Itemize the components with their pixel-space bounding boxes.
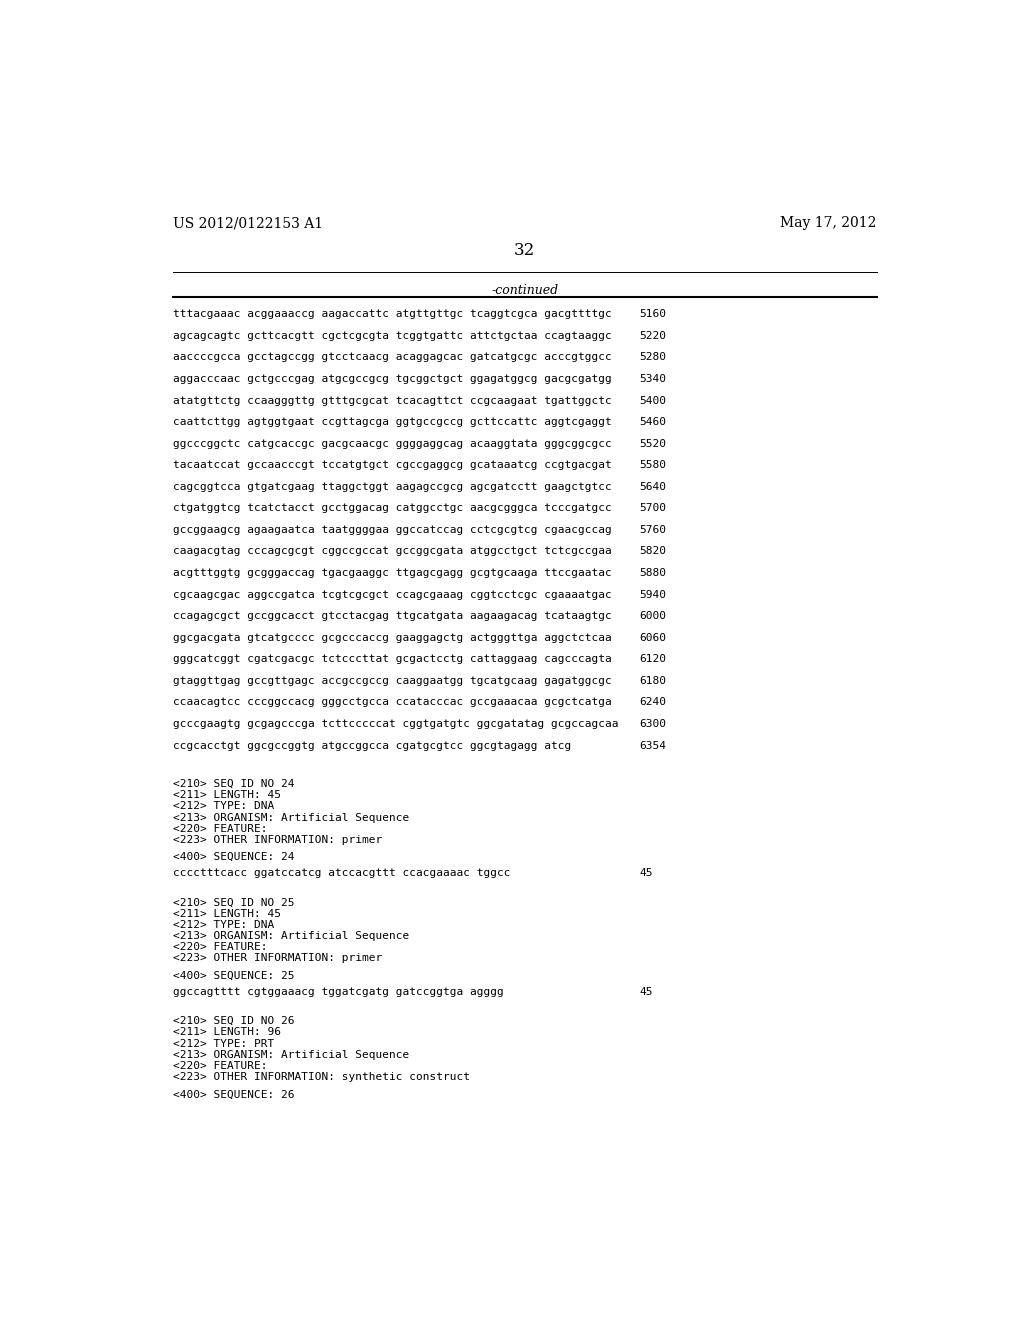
Text: aaccccgcca gcctagccgg gtcctcaacg acaggagcac gatcatgcgc acccgtggcc: aaccccgcca gcctagccgg gtcctcaacg acaggag…	[173, 352, 611, 363]
Text: gccggaagcg agaagaatca taatggggaa ggccatccag cctcgcgtcg cgaacgccag: gccggaagcg agaagaatca taatggggaa ggccatc…	[173, 525, 611, 535]
Text: <223> OTHER INFORMATION: primer: <223> OTHER INFORMATION: primer	[173, 834, 382, 845]
Text: <220> FEATURE:: <220> FEATURE:	[173, 1061, 267, 1071]
Text: <212> TYPE: PRT: <212> TYPE: PRT	[173, 1039, 274, 1048]
Text: 5940: 5940	[640, 590, 667, 599]
Text: 5520: 5520	[640, 438, 667, 449]
Text: <210> SEQ ID NO 25: <210> SEQ ID NO 25	[173, 898, 295, 908]
Text: US 2012/0122153 A1: US 2012/0122153 A1	[173, 216, 324, 230]
Text: <210> SEQ ID NO 26: <210> SEQ ID NO 26	[173, 1016, 295, 1026]
Text: 6180: 6180	[640, 676, 667, 686]
Text: <211> LENGTH: 45: <211> LENGTH: 45	[173, 791, 281, 800]
Text: May 17, 2012: May 17, 2012	[780, 216, 877, 230]
Text: 32: 32	[514, 242, 536, 259]
Text: 6240: 6240	[640, 697, 667, 708]
Text: 5640: 5640	[640, 482, 667, 492]
Text: ccagagcgct gccggcacct gtcctacgag ttgcatgata aagaagacag tcataagtgc: ccagagcgct gccggcacct gtcctacgag ttgcatg…	[173, 611, 611, 622]
Text: ggccagtttt cgtggaaacg tggatcgatg gatccggtga agggg: ggccagtttt cgtggaaacg tggatcgatg gatccgg…	[173, 986, 504, 997]
Text: <223> OTHER INFORMATION: primer: <223> OTHER INFORMATION: primer	[173, 953, 382, 964]
Text: 5580: 5580	[640, 461, 667, 470]
Text: <211> LENGTH: 96: <211> LENGTH: 96	[173, 1027, 281, 1038]
Text: 5280: 5280	[640, 352, 667, 363]
Text: <212> TYPE: DNA: <212> TYPE: DNA	[173, 920, 274, 929]
Text: 5820: 5820	[640, 546, 667, 557]
Text: gggcatcggt cgatcgacgc tctcccttat gcgactcctg cattaggaag cagcccagta: gggcatcggt cgatcgacgc tctcccttat gcgactc…	[173, 655, 611, 664]
Text: 5880: 5880	[640, 568, 667, 578]
Text: ggcccggctc catgcaccgc gacgcaacgc ggggaggcag acaaggtata gggcggcgcc: ggcccggctc catgcaccgc gacgcaacgc ggggagg…	[173, 438, 611, 449]
Text: acgtttggtg gcgggaccag tgacgaaggc ttgagcgagg gcgtgcaaga ttccgaatac: acgtttggtg gcgggaccag tgacgaaggc ttgagcg…	[173, 568, 611, 578]
Text: <213> ORGANISM: Artificial Sequence: <213> ORGANISM: Artificial Sequence	[173, 1049, 410, 1060]
Text: atatgttctg ccaagggttg gtttgcgcat tcacagttct ccgcaagaat tgattggctc: atatgttctg ccaagggttg gtttgcgcat tcacagt…	[173, 396, 611, 405]
Text: <400> SEQUENCE: 24: <400> SEQUENCE: 24	[173, 853, 295, 862]
Text: gtaggttgag gccgttgagc accgccgccg caaggaatgg tgcatgcaag gagatggcgc: gtaggttgag gccgttgagc accgccgccg caaggaa…	[173, 676, 611, 686]
Text: <213> ORGANISM: Artificial Sequence: <213> ORGANISM: Artificial Sequence	[173, 931, 410, 941]
Text: ccaacagtcc cccggccacg gggcctgcca ccatacccac gccgaaacaa gcgctcatga: ccaacagtcc cccggccacg gggcctgcca ccatacc…	[173, 697, 611, 708]
Text: 6000: 6000	[640, 611, 667, 622]
Text: 45: 45	[640, 986, 653, 997]
Text: cgcaagcgac aggccgatca tcgtcgcgct ccagcgaaag cggtcctcgc cgaaaatgac: cgcaagcgac aggccgatca tcgtcgcgct ccagcga…	[173, 590, 611, 599]
Text: ccgcacctgt ggcgccggtg atgccggcca cgatgcgtcc ggcgtagagg atcg: ccgcacctgt ggcgccggtg atgccggcca cgatgcg…	[173, 741, 571, 751]
Text: cccctttcacc ggatccatcg atccacgttt ccacgaaaac tggcc: cccctttcacc ggatccatcg atccacgttt ccacga…	[173, 869, 510, 878]
Text: 6060: 6060	[640, 632, 667, 643]
Text: <213> ORGANISM: Artificial Sequence: <213> ORGANISM: Artificial Sequence	[173, 813, 410, 822]
Text: ctgatggtcg tcatctacct gcctggacag catggcctgc aacgcgggca tcccgatgcc: ctgatggtcg tcatctacct gcctggacag catggcc…	[173, 503, 611, 513]
Text: 6120: 6120	[640, 655, 667, 664]
Text: aggacccaac gctgcccgag atgcgccgcg tgcggctgct ggagatggcg gacgcgatgg: aggacccaac gctgcccgag atgcgccgcg tgcggct…	[173, 374, 611, 384]
Text: 5340: 5340	[640, 374, 667, 384]
Text: <400> SEQUENCE: 26: <400> SEQUENCE: 26	[173, 1089, 295, 1100]
Text: <211> LENGTH: 45: <211> LENGTH: 45	[173, 908, 281, 919]
Text: 5160: 5160	[640, 309, 667, 319]
Text: tacaatccat gccaacccgt tccatgtgct cgccgaggcg gcataaatcg ccgtgacgat: tacaatccat gccaacccgt tccatgtgct cgccgag…	[173, 461, 611, 470]
Text: caagacgtag cccagcgcgt cggccgccat gccggcgata atggcctgct tctcgccgaa: caagacgtag cccagcgcgt cggccgccat gccggcg…	[173, 546, 611, 557]
Text: 5700: 5700	[640, 503, 667, 513]
Text: 5760: 5760	[640, 525, 667, 535]
Text: tttacgaaac acggaaaccg aagaccattc atgttgttgc tcaggtcgca gacgttttgc: tttacgaaac acggaaaccg aagaccattc atgttgt…	[173, 309, 611, 319]
Text: 6354: 6354	[640, 741, 667, 751]
Text: agcagcagtc gcttcacgtt cgctcgcgta tcggtgattc attctgctaa ccagtaaggc: agcagcagtc gcttcacgtt cgctcgcgta tcggtga…	[173, 331, 611, 341]
Text: caattcttgg agtggtgaat ccgttagcga ggtgccgccg gcttccattc aggtcgaggt: caattcttgg agtggtgaat ccgttagcga ggtgccg…	[173, 417, 611, 428]
Text: <223> OTHER INFORMATION: synthetic construct: <223> OTHER INFORMATION: synthetic const…	[173, 1072, 470, 1082]
Text: gcccgaagtg gcgagcccga tcttcccccat cggtgatgtc ggcgatatag gcgccagcaa: gcccgaagtg gcgagcccga tcttcccccat cggtga…	[173, 719, 618, 729]
Text: -continued: -continued	[492, 284, 558, 297]
Text: cagcggtcca gtgatcgaag ttaggctggt aagagccgcg agcgatcctt gaagctgtcc: cagcggtcca gtgatcgaag ttaggctggt aagagcc…	[173, 482, 611, 492]
Text: 45: 45	[640, 869, 653, 878]
Text: <400> SEQUENCE: 25: <400> SEQUENCE: 25	[173, 970, 295, 981]
Text: <220> FEATURE:: <220> FEATURE:	[173, 824, 267, 834]
Text: 5220: 5220	[640, 331, 667, 341]
Text: 5400: 5400	[640, 396, 667, 405]
Text: 5460: 5460	[640, 417, 667, 428]
Text: ggcgacgata gtcatgcccc gcgcccaccg gaaggagctg actgggttga aggctctcaa: ggcgacgata gtcatgcccc gcgcccaccg gaaggag…	[173, 632, 611, 643]
Text: <220> FEATURE:: <220> FEATURE:	[173, 942, 267, 952]
Text: <210> SEQ ID NO 24: <210> SEQ ID NO 24	[173, 779, 295, 789]
Text: 6300: 6300	[640, 719, 667, 729]
Text: <212> TYPE: DNA: <212> TYPE: DNA	[173, 801, 274, 812]
